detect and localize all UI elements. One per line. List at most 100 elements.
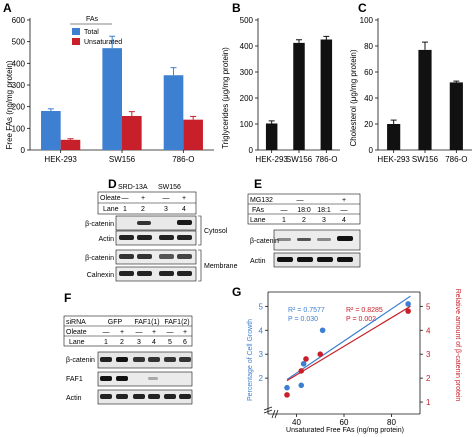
panel-e-lane-3: 3 — [322, 217, 326, 224]
panel-c: C Cholesterol (μg/mg protein) 0 20 40 60 80 1… — [349, 1, 472, 164]
band — [159, 271, 174, 276]
band — [148, 357, 160, 362]
y-tick-label: 200 — [240, 94, 254, 103]
bar — [320, 39, 333, 150]
x-tick-label: HEK-293 — [255, 155, 288, 164]
bar — [183, 119, 203, 150]
panel-c-bars — [387, 41, 463, 150]
band — [177, 271, 192, 276]
panel-d-col2: SW156 — [158, 184, 181, 191]
panel-f-ol-3: — — [136, 329, 143, 336]
x-tick-label: SW156 — [412, 155, 439, 164]
panel-f-ol-1: — — [103, 329, 110, 336]
band — [317, 238, 331, 241]
band-label: β-catenin — [85, 221, 114, 228]
y-right-tick-label: 1 — [426, 398, 431, 407]
panel-e-fas-2: 18:0 — [297, 207, 311, 214]
data-point — [405, 308, 411, 314]
panel-f-lane-4: 4 — [152, 339, 156, 346]
panel-e-mg132: MG132 — [250, 197, 273, 204]
bar — [41, 111, 61, 150]
panel-f-ol-5: — — [167, 329, 174, 336]
blot-strip — [115, 215, 197, 231]
y-left-tick-label: 2 — [259, 374, 264, 383]
x-tick-label: SW156 — [286, 155, 313, 164]
panel-g-r2-blue: R² = 0.7577 — [288, 307, 325, 314]
band — [337, 257, 353, 262]
bar — [418, 49, 432, 150]
x-tick-label: 60 — [340, 418, 349, 427]
band — [137, 254, 152, 259]
data-point — [405, 301, 411, 307]
data-point — [300, 360, 307, 367]
panel-f-oleate: Oleate — [66, 329, 87, 336]
panel-g-axes: 40 60 80 2 3 4 5 1 2 3 4 5 — [259, 291, 431, 427]
panel-b-letter: B — [232, 1, 241, 15]
panel-d-l1-oleate: — — [122, 195, 129, 202]
band-label: Actin — [98, 236, 114, 243]
panel-d: D SRD-13A SW156 Oleate Lane — + — + 1 2 … — [85, 177, 238, 282]
regression-line — [286, 305, 411, 382]
band — [159, 235, 174, 240]
panel-f-lane: Lane — [69, 339, 85, 346]
panel-e: E MG132 FAs Lane — + — 18:0 18:1 — 1 2 3… — [247, 177, 361, 268]
panel-f-lane-1: 1 — [104, 339, 108, 346]
panel-d-letter: D — [108, 177, 117, 191]
panel-e-fas-4: — — [341, 207, 348, 214]
band — [164, 357, 176, 362]
legend-label-unsaturated: Unsaturated — [84, 39, 122, 46]
panel-c-ylabel: Cholesterol (μg/mg protein) — [349, 49, 358, 146]
y-tick-label: 0 — [249, 146, 254, 155]
panel-d-l3-oleate: — — [163, 195, 170, 202]
band — [177, 220, 192, 225]
data-point — [298, 368, 305, 374]
panel-e-lane-1: 1 — [282, 217, 286, 224]
panel-g-r2-red: R² = 0.8285 — [346, 307, 383, 314]
blot-strip — [115, 266, 197, 282]
panel-g-xlabel: Unsaturated Free FAs (ng/mg protein) — [286, 427, 404, 434]
band — [177, 235, 192, 240]
panel-f-letter: F — [64, 291, 71, 305]
legend-title: FAs — [86, 16, 99, 23]
y-right-tick-label: 3 — [426, 350, 431, 359]
blot-strip — [273, 229, 361, 251]
panel-f-sirna: siRNA — [66, 319, 86, 326]
band — [317, 257, 333, 262]
panel-f: F siRNA Oleate Lane GFP FAF1(1) FAF1(2) … — [63, 291, 193, 405]
data-point — [317, 351, 324, 357]
panel-g-letter: G — [232, 285, 241, 299]
panel-e-fas-3: 18:1 — [317, 207, 331, 214]
y-tick-label: 20 — [364, 120, 373, 129]
y-tick-label: 500 — [12, 38, 26, 47]
band — [159, 254, 174, 259]
panel-f-faf1-1: FAF1(1) — [134, 319, 159, 326]
x-tick-label: 40 — [292, 418, 301, 427]
panel-e-mg-minus: — — [297, 197, 304, 204]
band-label: β-catenin — [250, 238, 279, 245]
panel-e-fas-1: — — [281, 207, 288, 214]
band — [297, 257, 313, 262]
band — [277, 238, 291, 241]
band-label: Actin — [66, 395, 82, 402]
band-label: Calnexin — [87, 272, 114, 279]
legend-swatch-unsaturated — [72, 38, 80, 45]
panel-c-letter: C — [358, 1, 367, 15]
band — [133, 394, 145, 399]
y-tick-label: 0 — [21, 146, 26, 155]
y-left-tick-label: 4 — [259, 326, 264, 335]
panel-e-letter: E — [254, 177, 262, 191]
band — [116, 394, 128, 399]
band — [133, 357, 145, 362]
panel-a-bars — [41, 35, 203, 150]
panel-d-lane-2: 2 — [141, 206, 145, 213]
panel-f-faf1-2: FAF1(2) — [164, 319, 189, 326]
y-tick-label: 300 — [240, 68, 254, 77]
data-point — [319, 327, 326, 334]
band — [119, 254, 134, 259]
band — [177, 254, 192, 259]
band — [137, 235, 152, 240]
panel-a-ylabel: Free FAs (ng/mg protein) — [5, 60, 14, 149]
band — [119, 235, 134, 240]
panel-d-lane-4: 4 — [182, 206, 186, 213]
band — [100, 376, 112, 381]
